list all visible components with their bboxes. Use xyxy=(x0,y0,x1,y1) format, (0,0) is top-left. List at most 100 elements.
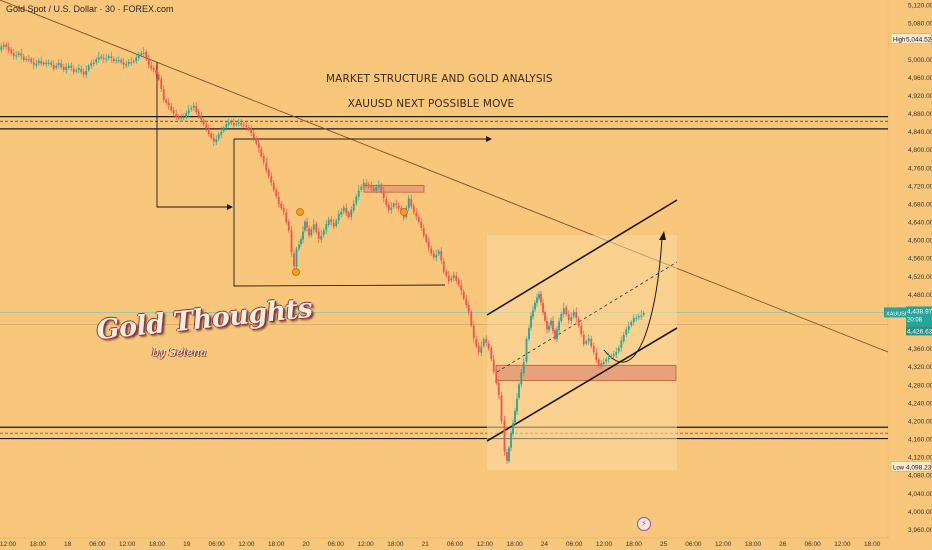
candle-body xyxy=(470,311,473,326)
second-price-box xyxy=(906,326,932,336)
candle-body xyxy=(245,125,248,127)
candle-body xyxy=(142,52,145,54)
lightning-icon[interactable]: ⚡ xyxy=(637,517,651,531)
candle-body xyxy=(298,244,300,249)
candle-body xyxy=(17,53,20,55)
candle-body xyxy=(182,117,185,119)
candle-body xyxy=(100,56,103,59)
candle-body xyxy=(554,330,556,340)
candle-body xyxy=(590,339,593,347)
candle-body xyxy=(620,340,623,349)
candle-body xyxy=(220,131,223,135)
candle-body xyxy=(215,139,218,143)
candle-body xyxy=(357,190,360,197)
channel-highlight xyxy=(487,235,677,471)
x-tick-label: 12:00 xyxy=(238,541,255,548)
candle-body xyxy=(550,320,552,326)
candle-body xyxy=(595,352,598,361)
x-tick-label: 18:00 xyxy=(268,541,285,548)
candle-body xyxy=(290,230,293,253)
candle-body xyxy=(490,348,493,360)
candle-body xyxy=(287,221,290,231)
candle-body xyxy=(514,410,516,423)
candle-body xyxy=(565,307,568,315)
candle-body xyxy=(582,334,585,345)
candle-body xyxy=(35,63,38,66)
candle-body xyxy=(20,53,23,56)
candle-body xyxy=(25,58,28,60)
candle-body xyxy=(310,229,313,236)
candle-body xyxy=(465,298,468,305)
candle-body xyxy=(630,322,633,326)
candle-body xyxy=(190,108,193,110)
candle-body xyxy=(107,56,110,59)
x-tick-label: 18:00 xyxy=(30,541,47,548)
candle-body xyxy=(37,60,40,64)
y-tick-label: 4,840.00 xyxy=(908,129,932,136)
candle-body xyxy=(518,384,520,398)
candle-body xyxy=(340,211,343,215)
candle-body xyxy=(57,62,60,66)
candle-body xyxy=(546,320,548,330)
swing-point-marker xyxy=(400,208,408,216)
candle-body xyxy=(540,293,542,303)
candle-body xyxy=(140,53,143,56)
gold-thoughts-logo: Gold Thoughts by Selena xyxy=(92,293,314,388)
candle-body xyxy=(5,44,8,47)
y-tick-label: 4,000.00 xyxy=(908,509,932,516)
candle-body xyxy=(457,280,460,285)
high-label-box xyxy=(890,33,932,44)
candle-body xyxy=(627,326,630,331)
candle-body xyxy=(150,65,153,69)
x-tick-label: 18:00 xyxy=(864,541,881,548)
candle-body xyxy=(435,255,438,258)
x-tick-label: 18:00 xyxy=(387,541,404,548)
candle-body xyxy=(95,59,98,63)
candle-body xyxy=(77,67,80,71)
candle-body xyxy=(556,329,558,340)
candle-body xyxy=(250,128,253,133)
candle-body xyxy=(450,278,453,281)
candle-body xyxy=(242,124,245,126)
x-tick-label: 06:00 xyxy=(447,541,464,548)
candle-body xyxy=(422,228,425,236)
candle-body xyxy=(607,358,610,360)
candle-body xyxy=(10,49,13,54)
current-price-box xyxy=(906,306,932,327)
symbol-title: Gold Spot / U.S. Dollar · 30 · FOREX.com xyxy=(6,4,174,14)
candle-body xyxy=(430,248,433,254)
candle-body xyxy=(92,62,95,64)
descending-trendline xyxy=(0,0,889,353)
y-tick-label: 4,160.00 xyxy=(908,437,932,444)
candle-body xyxy=(500,395,503,422)
candle-body xyxy=(395,203,398,206)
candle-body xyxy=(577,318,580,326)
candle-body xyxy=(355,196,358,204)
candle-body xyxy=(160,79,163,89)
y-tick-label: 4,760.00 xyxy=(908,165,932,172)
candle-body xyxy=(447,275,450,282)
candle-body xyxy=(285,212,288,223)
x-tick-label: 12:00 xyxy=(0,541,17,548)
candle-body xyxy=(80,68,83,73)
candle-body xyxy=(437,250,440,255)
range-box xyxy=(233,139,446,287)
channel-mid-line xyxy=(496,261,678,373)
candle-body xyxy=(600,363,603,367)
countdown-label: 20:08 xyxy=(907,317,923,323)
candle-body xyxy=(105,58,108,60)
candle-body xyxy=(247,127,250,130)
second-price-label: 4,426.63 xyxy=(907,328,932,335)
y-tick-label: 4,480.00 xyxy=(908,292,932,299)
x-tick-label: 06:00 xyxy=(804,541,821,548)
candle-body xyxy=(122,62,125,65)
y-tick-label: 4,520.00 xyxy=(908,274,932,281)
candle-body xyxy=(75,70,78,72)
candle-body xyxy=(592,345,595,353)
candle-body xyxy=(552,320,554,331)
candle-body xyxy=(462,291,465,299)
candle-body xyxy=(252,133,255,139)
candle-body xyxy=(387,204,390,210)
candle-body xyxy=(425,235,428,242)
